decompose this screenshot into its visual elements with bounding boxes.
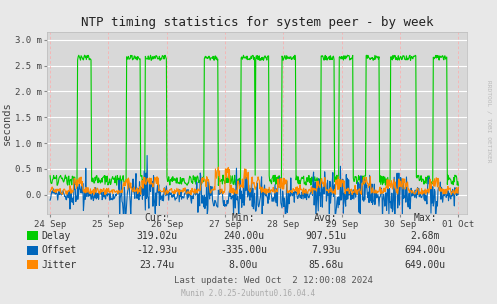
- Text: 23.74u: 23.74u: [139, 260, 174, 270]
- Text: 2.68m: 2.68m: [410, 231, 440, 241]
- Text: Offset: Offset: [41, 246, 77, 255]
- Text: Max:: Max:: [413, 213, 437, 223]
- Text: 319.02u: 319.02u: [136, 231, 177, 241]
- Text: Cur:: Cur:: [145, 213, 168, 223]
- Text: -12.93u: -12.93u: [136, 246, 177, 255]
- Text: -335.00u: -335.00u: [220, 246, 267, 255]
- Text: 85.68u: 85.68u: [308, 260, 343, 270]
- Y-axis label: seconds: seconds: [2, 101, 12, 145]
- Text: 240.00u: 240.00u: [223, 231, 264, 241]
- Text: Last update: Wed Oct  2 12:00:08 2024: Last update: Wed Oct 2 12:00:08 2024: [174, 276, 373, 285]
- Text: Munin 2.0.25-2ubuntu0.16.04.4: Munin 2.0.25-2ubuntu0.16.04.4: [181, 289, 316, 299]
- Text: 907.51u: 907.51u: [305, 231, 346, 241]
- Text: 694.00u: 694.00u: [405, 246, 445, 255]
- Text: RRDTOOL / TOBI OETIKER: RRDTOOL / TOBI OETIKER: [486, 80, 491, 163]
- Text: Min:: Min:: [232, 213, 255, 223]
- Title: NTP timing statistics for system peer - by week: NTP timing statistics for system peer - …: [81, 16, 433, 29]
- Text: Jitter: Jitter: [41, 260, 77, 270]
- Text: Delay: Delay: [41, 231, 71, 241]
- Text: 7.93u: 7.93u: [311, 246, 340, 255]
- Text: Avg:: Avg:: [314, 213, 337, 223]
- Text: 8.00u: 8.00u: [229, 260, 258, 270]
- Text: 649.00u: 649.00u: [405, 260, 445, 270]
